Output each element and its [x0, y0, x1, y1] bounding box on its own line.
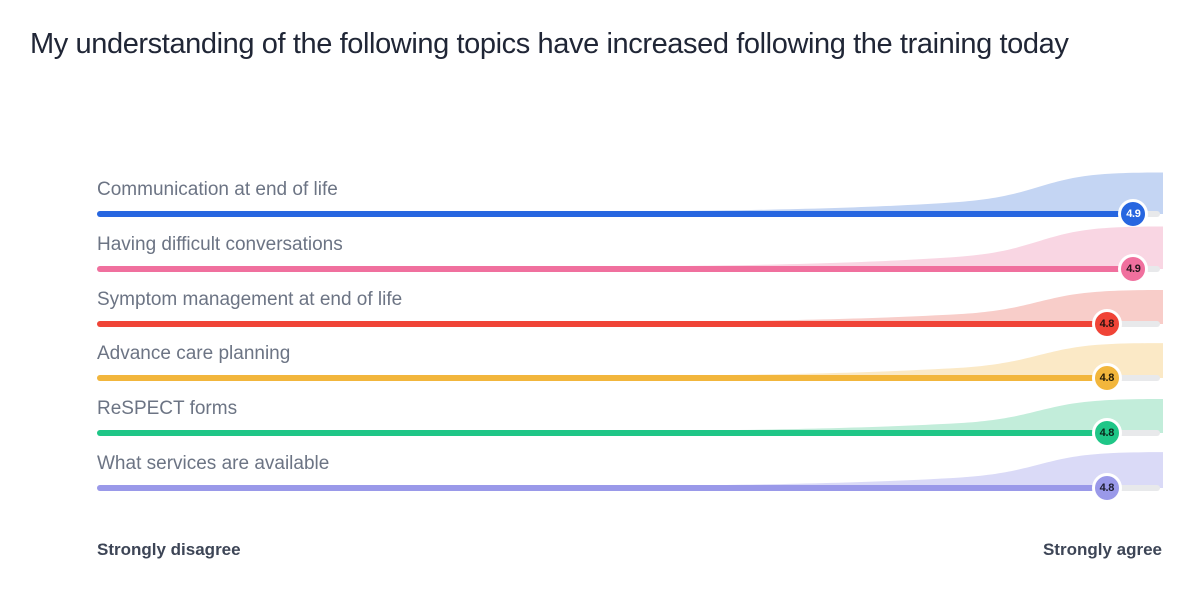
- average-score-value: 4.8: [1099, 372, 1115, 385]
- scale-fill-line: [97, 485, 1107, 491]
- average-score-value: 4.8: [1099, 482, 1115, 494]
- distribution-ridge: [97, 452, 1163, 488]
- scale-fill-line: [97, 375, 1107, 382]
- scale-fill-line: [97, 265, 1134, 272]
- scale-row: What services are available 4.8: [97, 444, 1163, 503]
- scale-row: Symptom management at end of life 4.8: [97, 280, 1163, 339]
- scale-row: Advance care planning 4.8: [97, 334, 1163, 394]
- scale-endpoints: Strongly disagree Strongly agree: [97, 540, 1162, 560]
- question-title: My understanding of the following topics…: [30, 28, 1069, 60]
- scale-min-label: Strongly disagree: [97, 540, 241, 559]
- scale-row: ReSPECT forms 4.8: [97, 389, 1163, 449]
- statement-label: Communication at end of life: [97, 179, 338, 200]
- scale-max-label: Strongly agree: [1042, 540, 1162, 559]
- scale-fill-line: [97, 430, 1107, 437]
- average-score-value: 4.8: [1099, 427, 1115, 440]
- statement-label: What services are available: [97, 453, 330, 474]
- statement-label: Symptom management at end of life: [97, 288, 403, 310]
- average-score-badge: 4.8: [1091, 418, 1122, 449]
- average-score-badge: 4.9: [1118, 253, 1149, 284]
- distribution-ridge: [97, 399, 1163, 434]
- average-score-value: 4.8: [1099, 317, 1115, 330]
- scale-fill-line: [97, 211, 1134, 217]
- average-score-badge: 4.8: [1091, 363, 1122, 394]
- statement-label: Advance care planning: [97, 343, 291, 365]
- statement-label: Having difficult conversations: [97, 233, 343, 255]
- statement-label: ReSPECT forms: [97, 398, 238, 420]
- distribution-ridge: [97, 226, 1163, 269]
- scale-row: Having difficult conversations 4.9: [97, 225, 1163, 284]
- scale-fill-line: [97, 320, 1107, 327]
- average-score-badge: 4.8: [1091, 473, 1122, 503]
- distribution-ridge: [97, 343, 1163, 379]
- distribution-ridge: [97, 289, 1163, 324]
- average-score-value: 4.9: [1126, 262, 1141, 275]
- average-score-value: 4.9: [1126, 208, 1141, 220]
- average-score-badge: 4.8: [1091, 308, 1122, 339]
- distribution-ridge: [97, 172, 1163, 214]
- scale-row: Communication at end of life 4.9: [97, 170, 1163, 229]
- scales-chart: Communication at end of life 4.9 Having …: [97, 170, 1163, 503]
